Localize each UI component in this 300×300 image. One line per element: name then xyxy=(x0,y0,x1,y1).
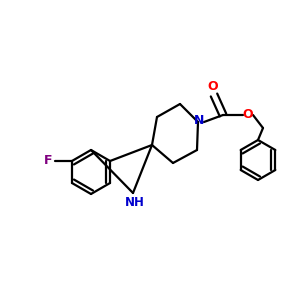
Text: O: O xyxy=(208,80,218,94)
Text: N: N xyxy=(194,115,204,128)
Text: NH: NH xyxy=(125,196,145,208)
Text: O: O xyxy=(243,107,253,121)
Text: F: F xyxy=(44,154,52,167)
